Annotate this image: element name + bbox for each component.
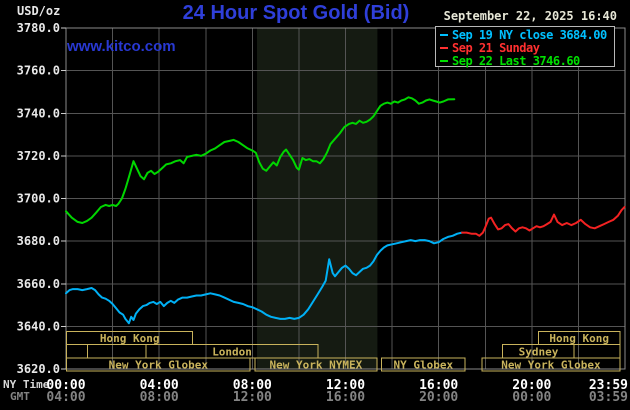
x-tick-label: 08:00 [140,390,179,405]
session-box [573,344,621,359]
session-box [66,357,251,372]
series-sep-22-last [65,96,456,224]
legend-item-sep22: Sep 22 Last 3746.60 [438,53,614,68]
y-tick-label: 3700.0 [17,192,60,206]
session-label: Hong Kong [549,332,609,345]
series-sep-19-ny-close [65,231,463,325]
session-box [254,357,378,372]
legend-label: Sep 21 Sunday [452,40,540,55]
x-tick-label: 08:00 [233,378,272,393]
y-tick-label: 3620.0 [17,362,60,376]
x-tick-label: 00:00 [512,390,551,405]
session-label: New York NYMEX [270,359,363,372]
y-tick-label: 3640.0 [17,319,60,333]
x-tick-label: 20:00 [419,390,458,405]
x-tick-label: 00:00 [46,378,85,393]
session-label: Sydney [519,345,559,358]
x-tick-label: 12:00 [233,390,272,405]
y-tick-label: 3740.0 [17,106,60,120]
session-label: London [212,345,252,358]
session-label: Hong Kong [100,332,160,345]
sep22-line-swatch [440,59,448,62]
chart-datetime-label: September 22, 2025 16:40 [443,9,617,23]
x-tick-label: 04:00 [140,378,179,393]
legend-box: Sep 19 NY close 3684.00 Sep 21 Sunday Se… [435,26,615,68]
legend-label: Sep 22 Last 3746.60 [452,53,580,68]
sep19-line-swatch [440,33,448,36]
session-box [381,357,466,372]
session-label: NY Globex [393,359,453,372]
y-tick-label: 3780.0 [17,21,60,35]
y-tick-label: 3660.0 [17,277,60,291]
y-tick-label: 3720.0 [17,149,60,163]
sep21-line-swatch [440,46,448,49]
y-tick-label: 3680.0 [17,234,60,248]
y-axis-unit-label: USD/oz [17,4,61,18]
kitco-watermark-link[interactable]: www.kitco.com [67,38,176,55]
legend-item-sep21: Sep 21 Sunday [438,40,614,55]
page-title: 24 Hour Spot Gold (Bid) [182,2,410,24]
series-sep-21-sunday [461,206,626,237]
session-box [66,344,89,359]
x-axis-row-name: GMT [10,390,30,403]
x-tick-label: 16:00 [419,378,458,393]
x-axis-row-name: NY Time [3,378,50,391]
x-tick-label: 16:00 [326,390,365,405]
x-tick-label: 04:00 [46,390,85,405]
y-tick-label: 3760.0 [17,64,60,78]
session-box [87,344,147,359]
legend-label: Sep 19 NY close 3684.00 [452,27,607,42]
x-tick-label: 03:59 [589,390,628,405]
session-label: New York Globex [109,359,209,372]
x-tick-label: 12:00 [326,378,365,393]
session-box [481,357,621,372]
x-tick-label: 20:00 [512,378,551,393]
x-tick-label: 23:59 [589,378,628,393]
legend-item-sep19: Sep 19 NY close 3684.00 [438,27,614,42]
session-label: New York Globex [501,359,601,372]
